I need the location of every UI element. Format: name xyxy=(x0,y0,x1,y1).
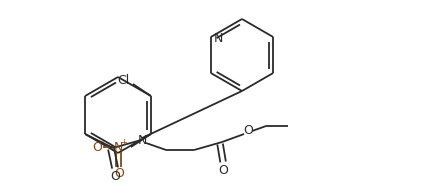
Text: O: O xyxy=(110,170,120,184)
Text: O: O xyxy=(92,141,102,153)
Text: O: O xyxy=(218,164,228,176)
Text: Cl: Cl xyxy=(117,74,129,87)
Text: +: + xyxy=(120,137,127,146)
Text: N: N xyxy=(138,135,147,147)
Text: O: O xyxy=(243,124,253,137)
Text: N: N xyxy=(114,141,123,153)
Text: ⁻: ⁻ xyxy=(100,138,104,147)
Text: N: N xyxy=(214,31,224,45)
Text: O: O xyxy=(114,166,124,180)
